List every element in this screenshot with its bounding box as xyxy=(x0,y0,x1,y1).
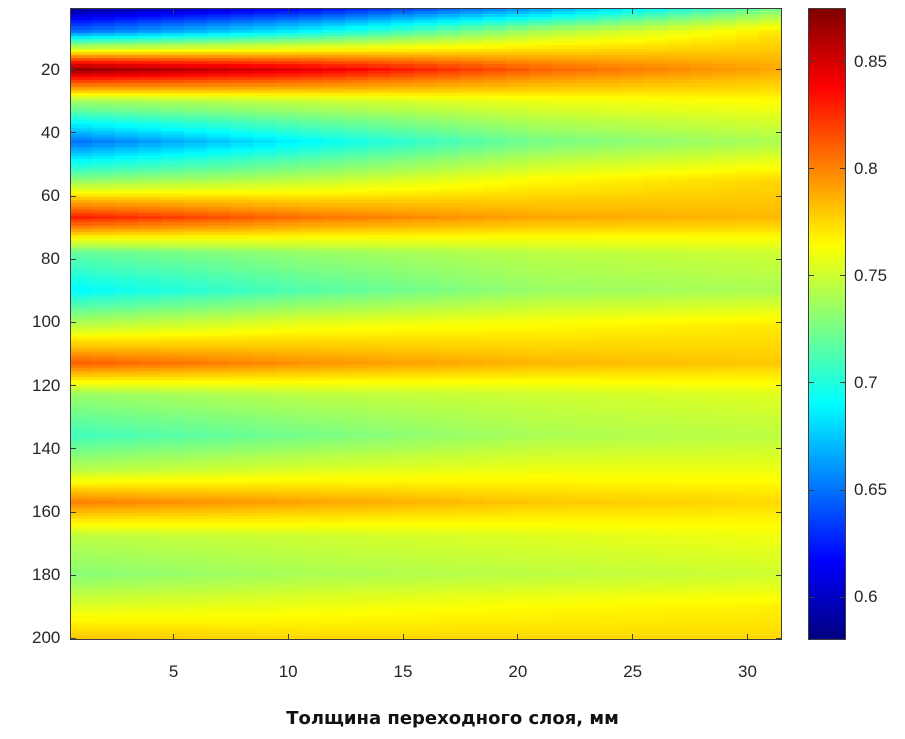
x-tick-label: 10 xyxy=(278,662,298,681)
y-tick-mark xyxy=(776,195,782,197)
x-tick-mark xyxy=(632,8,634,14)
y-tick-mark xyxy=(776,69,782,71)
y-tick-label: 80 xyxy=(41,249,60,269)
y-tick-mark xyxy=(70,132,76,134)
x-tick-mark xyxy=(287,8,289,14)
colorbar-tick-mark xyxy=(808,168,814,170)
x-tick-label: 5 xyxy=(168,662,179,681)
colorbar-tick-label: 0.65 xyxy=(854,480,888,500)
y-tick-label: 160 xyxy=(32,502,61,522)
y-tick-mark xyxy=(776,448,782,450)
y-tick-label: 180 xyxy=(32,565,61,585)
y-tick-mark xyxy=(70,574,76,576)
colorbar-tick-mark xyxy=(840,61,846,63)
x-tick-mark xyxy=(747,8,749,14)
colorbar-tick-label: 0.6 xyxy=(854,587,878,607)
y-tick-label: 100 xyxy=(32,312,61,332)
y-tick-label: 120 xyxy=(32,375,61,395)
y-tick-mark xyxy=(70,258,76,260)
x-tick-mark xyxy=(172,8,174,14)
colorbar-gradient xyxy=(808,8,846,640)
y-tick-mark xyxy=(70,637,76,639)
x-tick-mark xyxy=(517,8,519,14)
colorbar-tick-mark xyxy=(840,382,846,384)
x-axis-label: Толщина переходного слоя, мм xyxy=(286,708,619,729)
colorbar-tick-mark xyxy=(840,489,846,491)
y-tick-mark xyxy=(70,385,76,387)
colorbar-tick-mark xyxy=(808,275,814,277)
x-tick-mark xyxy=(747,634,749,640)
y-tick-mark xyxy=(70,448,76,450)
colorbar-tick-label: 0.75 xyxy=(854,265,888,285)
y-tick-mark xyxy=(70,195,76,197)
colorbar-tick-mark xyxy=(840,168,846,170)
x-tick-mark xyxy=(517,634,519,640)
x-tick-mark xyxy=(172,634,174,640)
y-tick-label: 200 xyxy=(32,628,61,648)
y-tick-mark xyxy=(776,511,782,513)
x-tick-mark xyxy=(402,8,404,14)
y-tick-mark xyxy=(776,258,782,260)
x-tick-mark xyxy=(632,634,634,640)
y-tick-mark xyxy=(70,321,76,323)
colorbar-tick-mark xyxy=(808,596,814,598)
y-tick-label: 140 xyxy=(32,438,61,458)
y-tick-mark xyxy=(776,574,782,576)
y-tick-label: 40 xyxy=(41,122,60,142)
colorbar-tick-mark xyxy=(840,275,846,277)
colorbar-tick-label: 0.8 xyxy=(854,158,878,178)
y-tick-mark xyxy=(776,637,782,639)
colorbar-tick-label: 0.7 xyxy=(854,372,878,392)
x-tick-label: 30 xyxy=(738,662,757,681)
x-tick-label: 25 xyxy=(623,662,643,681)
y-tick-label: 60 xyxy=(41,186,60,206)
y-tick-mark xyxy=(776,132,782,134)
x-tick-mark xyxy=(402,634,404,640)
y-tick-mark xyxy=(70,69,76,71)
x-tick-label: 15 xyxy=(393,662,413,681)
colorbar-tick-mark xyxy=(840,596,846,598)
y-tick-label: 20 xyxy=(41,59,60,79)
y-tick-mark xyxy=(776,321,782,323)
heatmap-plot-area xyxy=(70,8,782,640)
colorbar-tick-label: 0.85 xyxy=(854,51,888,71)
y-tick-mark xyxy=(776,385,782,387)
y-tick-mark xyxy=(70,511,76,513)
x-tick-label: 20 xyxy=(508,662,528,681)
colorbar-tick-mark xyxy=(808,382,814,384)
x-tick-mark xyxy=(287,634,289,640)
colorbar-tick-mark xyxy=(808,61,814,63)
colorbar-tick-mark xyxy=(808,489,814,491)
